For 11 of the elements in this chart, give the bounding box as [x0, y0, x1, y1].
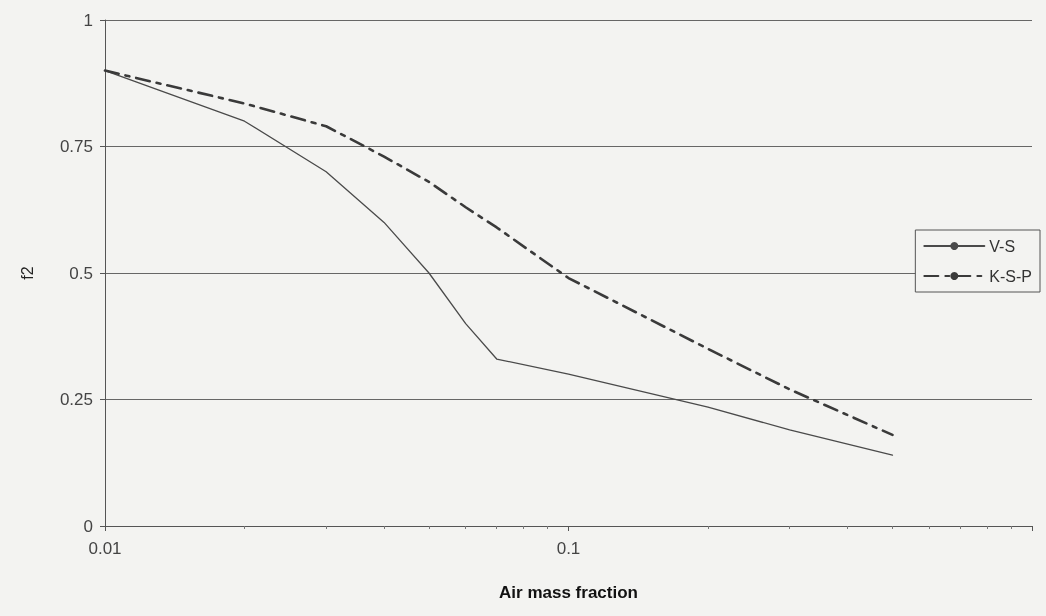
y-tick-label: 1: [83, 10, 93, 30]
legend-label: K-S-P: [989, 267, 1032, 285]
y-tick-label: 0: [83, 516, 93, 536]
x-tick-label: 0.01: [88, 539, 122, 558]
y-tick-label: 0.5: [69, 263, 93, 283]
y-tick-label: 0.25: [59, 390, 93, 409]
x-axis-title: Air mass fraction: [499, 583, 638, 602]
x-tick-label: 0.1: [556, 539, 581, 558]
y-tick-label: 0.75: [59, 137, 93, 156]
y-axis-title: f2: [18, 266, 36, 280]
legend-label: V-S: [989, 237, 1016, 255]
